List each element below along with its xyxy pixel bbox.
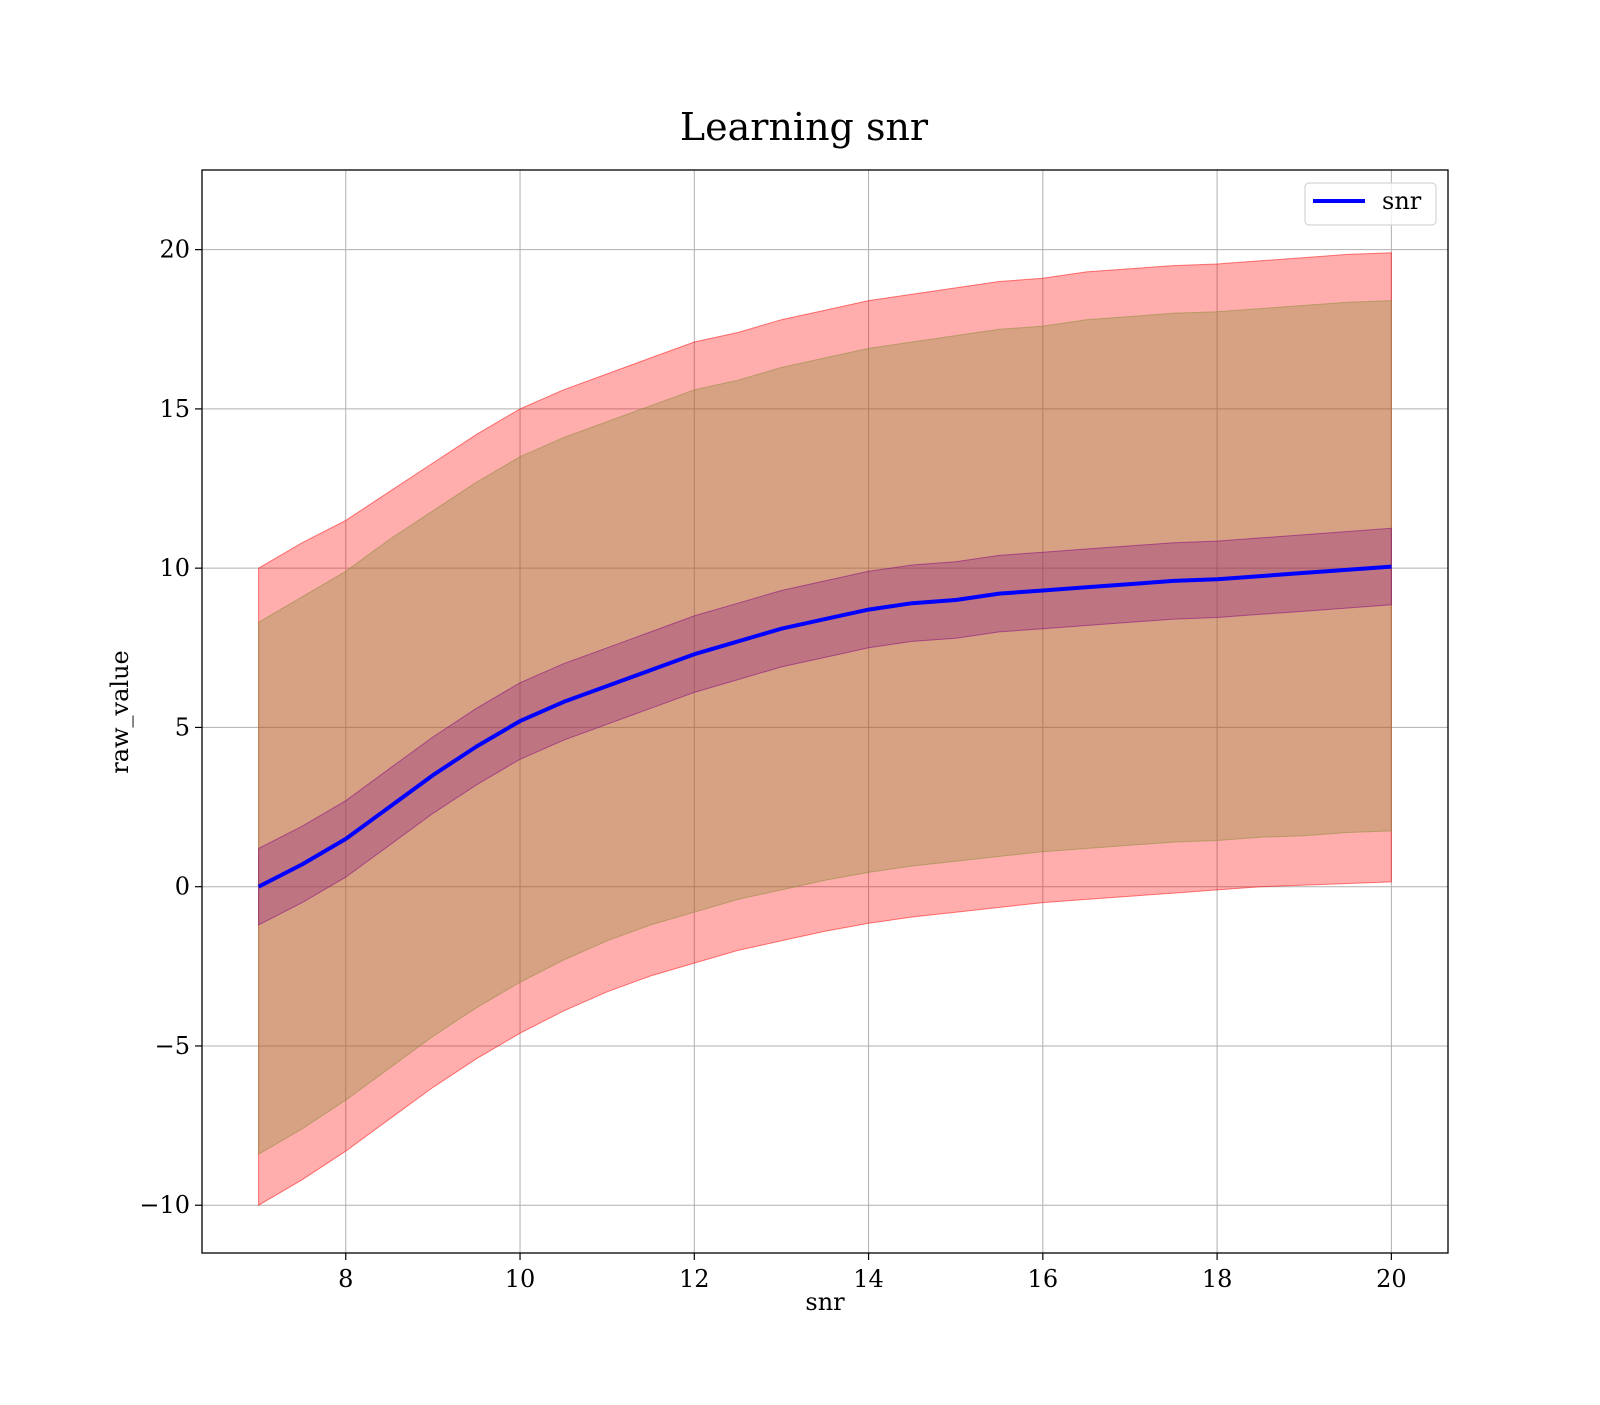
x-tick-label-20: 20 <box>1376 1265 1407 1293</box>
x-axis-ticks: 8 10 12 14 16 18 20 <box>338 1253 1407 1293</box>
y-tick-label-5: 15 <box>159 395 190 423</box>
y-tick-label-0: −10 <box>139 1191 190 1219</box>
y-tick-label-2: 0 <box>175 873 190 901</box>
y-axis-ticks: −10 −5 0 5 10 15 20 <box>139 236 202 1219</box>
chart-title: Learning snr <box>680 105 929 149</box>
series-lines <box>257 564 1392 889</box>
legend-box <box>1304 182 1437 226</box>
y-tick-label-4: 10 <box>159 554 190 582</box>
legend-label-snr: snr <box>1382 187 1422 215</box>
plot-frame <box>201 169 1449 1254</box>
y-tick-label-3: 5 <box>175 713 190 741</box>
band-inner <box>258 527 1392 926</box>
y-tick-label-1: −5 <box>155 1032 190 1060</box>
x-tick-label-8: 8 <box>338 1265 353 1293</box>
x-tick-label-14: 14 <box>853 1265 884 1293</box>
confidence-bands <box>258 252 1392 1207</box>
band-middle <box>258 300 1392 1156</box>
y-tick-label-6: 20 <box>159 236 190 264</box>
legend: snr <box>1304 182 1437 226</box>
x-tick-label-10: 10 <box>505 1265 536 1293</box>
x-tick-label-16: 16 <box>1028 1265 1059 1293</box>
x-tick-label-12: 12 <box>679 1265 710 1293</box>
series-line-snr <box>257 564 1392 889</box>
band-outer <box>258 252 1392 1207</box>
grid-lines <box>202 170 1448 1253</box>
x-axis-label: snr <box>805 1288 845 1316</box>
y-axis-label: raw_value <box>106 650 134 774</box>
x-tick-label-18: 18 <box>1202 1265 1233 1293</box>
